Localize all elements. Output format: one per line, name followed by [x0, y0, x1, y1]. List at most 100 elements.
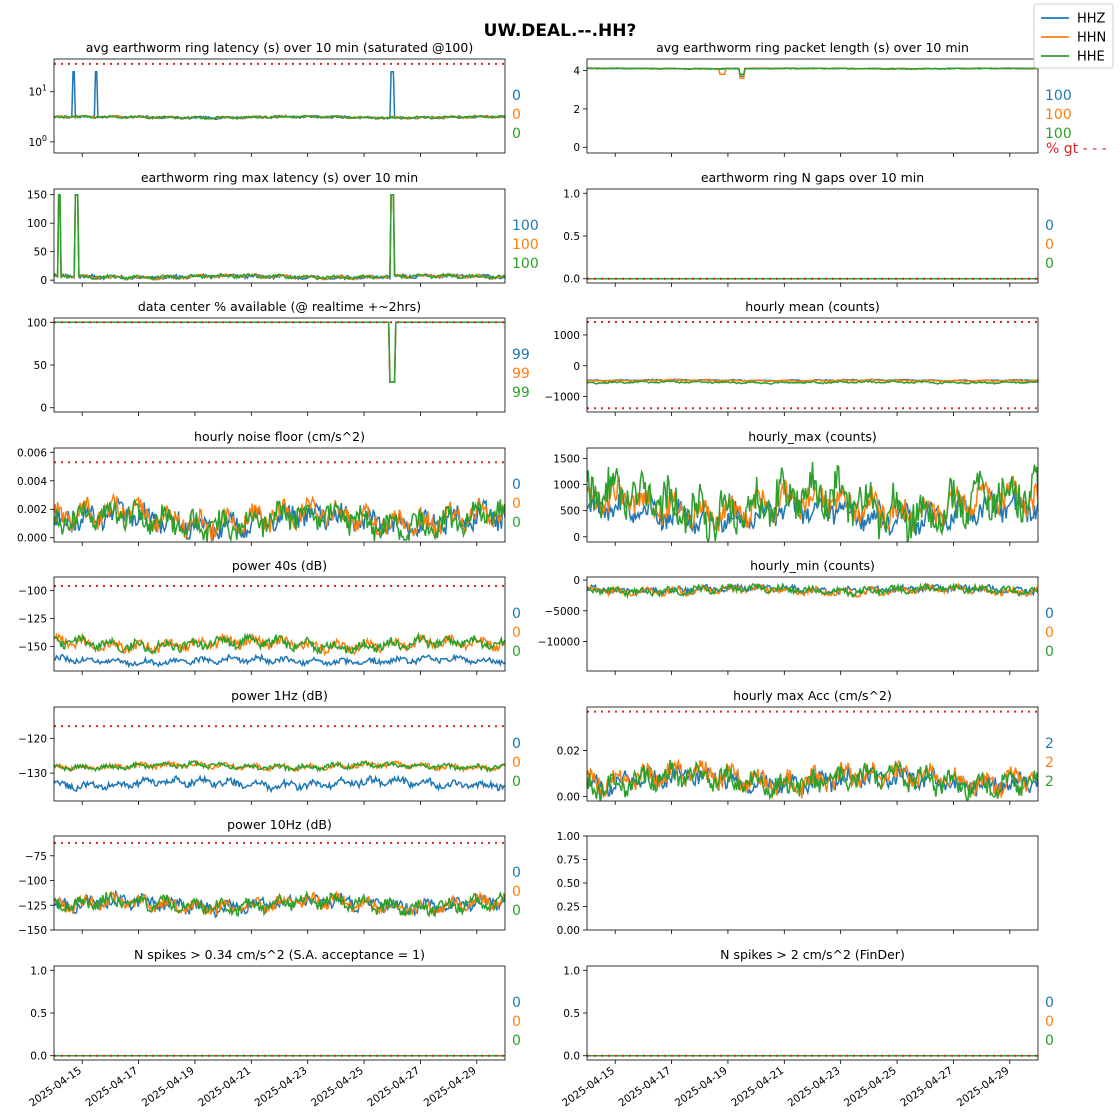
panel-title: N spikes > 2 cm/s^2 (FinDer): [720, 947, 905, 962]
y-tick-label: 100: [29, 134, 47, 149]
series-group: [54, 193, 505, 282]
count-HHE: 0: [512, 774, 521, 790]
axes-frame: [586, 188, 1039, 284]
series-line-HHN: [587, 758, 1038, 800]
x-tick-label: 2025-04-21: [196, 1065, 253, 1110]
count-HHN: 0: [512, 884, 521, 900]
y-tick-label: 0.002: [17, 504, 47, 516]
y-tick-label: 0: [40, 403, 47, 415]
y-tick-label: 0.006: [17, 447, 47, 459]
panel-title: earthworm ring N gaps over 10 min: [701, 170, 924, 185]
y-tick-label: 0.5: [563, 1008, 580, 1020]
panel-max_acc: hourly max Acc (cm/s^2) 0.00 0.02 2 2 2: [557, 688, 1054, 805]
legend-label-HHE: HHE: [1077, 50, 1105, 65]
panel-max_latency: earthworm ring max latency (s) over 10 m…: [27, 170, 539, 287]
series-line-HHN: [54, 321, 505, 383]
y-tick-label: 100: [27, 218, 47, 230]
y-tick-label: 100: [27, 317, 47, 329]
y-tick-label: −75: [25, 851, 47, 863]
x-tick-labels: 2025-04-15 2025-04-17 2025-04-19 2025-04-21…: [27, 1065, 1012, 1110]
y-tick-label: 0.00: [557, 791, 580, 803]
panel-title: hourly noise floor (cm/s^2): [194, 429, 365, 444]
series-group: [54, 71, 505, 121]
series-line-HHE: [54, 890, 505, 918]
count-HHE: 99: [512, 385, 530, 401]
count-HHE: 0: [512, 1033, 521, 1049]
series-line-HHE: [54, 321, 505, 383]
axes-frame: [53, 706, 506, 802]
count-HHE: 0: [1045, 1033, 1054, 1049]
series-group: [54, 321, 505, 383]
axes-frame: [586, 447, 1039, 543]
series-line-HHE: [587, 581, 1038, 600]
count-HHE: 100: [1045, 126, 1072, 142]
y-tick-label: 50: [34, 247, 47, 259]
series-line-HHE: [587, 67, 1038, 76]
series-line-HHE: [54, 114, 505, 120]
legend: HHZ HHN HHE: [1033, 3, 1114, 69]
series-group: [587, 67, 1038, 79]
x-tick-label: 2025-04-17: [83, 1065, 140, 1110]
axes-frame: [586, 58, 1039, 154]
y-tick-label: 2: [573, 104, 580, 116]
series-group: [54, 631, 505, 669]
y-tick-label: 0: [573, 575, 580, 587]
panel-spikes_2: N spikes > 2 cm/s^2 (FinDer) 0.0 0.5 1.0 0 0 0: [563, 947, 1054, 1064]
y-tick-label: 0.000: [17, 533, 47, 545]
x-tick-label: 2025-04-29: [955, 1065, 1012, 1110]
panel-title: data center % available (@ realtime +~2h…: [138, 299, 421, 314]
count-HHE: 0: [512, 903, 521, 919]
axes-frame: [53, 188, 506, 284]
series-line-HHE: [587, 759, 1038, 801]
panel-hourly_mean: hourly mean (counts) −1000 0 1000: [544, 299, 1039, 416]
legend-box: [1033, 3, 1114, 69]
y-tick-label: 0.0: [30, 1051, 47, 1063]
axes-frame: [53, 835, 506, 931]
axes-frame: [53, 447, 506, 543]
count-HHZ: 0: [512, 736, 521, 752]
y-tick-label: 0.5: [563, 231, 580, 243]
y-tick-label: 1000: [553, 330, 580, 342]
count-HHE: 2: [1045, 774, 1054, 790]
y-tick-label: 0.004: [17, 476, 47, 488]
y-tick-label: 1500: [553, 453, 580, 465]
count-HHE: 0: [1045, 256, 1054, 272]
y-tick-label: −150: [18, 925, 47, 937]
panel-title: hourly_min (counts): [750, 558, 875, 573]
count-HHZ: 99: [512, 347, 530, 363]
series-line-HHE: [54, 498, 505, 542]
count-HHZ: 100: [512, 218, 539, 234]
y-tick-label: 0.25: [557, 902, 580, 914]
count-HHZ: 0: [1045, 995, 1054, 1011]
count-HHZ: 100: [1045, 88, 1072, 104]
count-HHE: 0: [512, 644, 521, 660]
series-line-HHN: [54, 193, 505, 282]
count-HHN: 100: [1045, 107, 1072, 123]
y-tick-label: −150: [18, 641, 47, 653]
y-tick-label: 150: [27, 190, 47, 202]
panel-title: N spikes > 0.34 cm/s^2 (S.A. acceptance …: [134, 947, 425, 962]
y-tick-label: 0.0: [563, 1051, 580, 1063]
y-tick-label: 1.0: [30, 965, 47, 977]
y-tick-label: −10000: [538, 637, 580, 649]
y-tick-label: 0: [573, 361, 580, 373]
panel-title: power 40s (dB): [232, 558, 327, 573]
x-tick-label: 2025-04-29: [422, 1065, 479, 1110]
x-tick-label: 2025-04-23: [253, 1065, 310, 1110]
count-HHN: 0: [1045, 1014, 1054, 1030]
panel-title: hourly mean (counts): [745, 299, 879, 314]
y-tick-label: 101: [29, 84, 47, 99]
series-line-HHZ: [54, 321, 505, 383]
x-tick-label: 2025-04-15: [560, 1065, 617, 1110]
y-tick-label: 0.02: [557, 746, 580, 758]
y-tick-label: 4: [573, 66, 580, 78]
y-tick-label: −120: [18, 733, 47, 745]
axes-frame: [586, 706, 1039, 802]
panel-title: hourly max Acc (cm/s^2): [733, 688, 892, 703]
series-group: [587, 378, 1038, 385]
panel-hourly_max: hourly_max (counts) 0 500 1000 1500: [553, 429, 1039, 546]
series-group: [54, 759, 505, 794]
panel-title: avg earthworm ring latency (s) over 10 m…: [86, 40, 473, 55]
y-tick-label: −100: [18, 585, 47, 597]
count-HHZ: 0: [512, 88, 521, 104]
